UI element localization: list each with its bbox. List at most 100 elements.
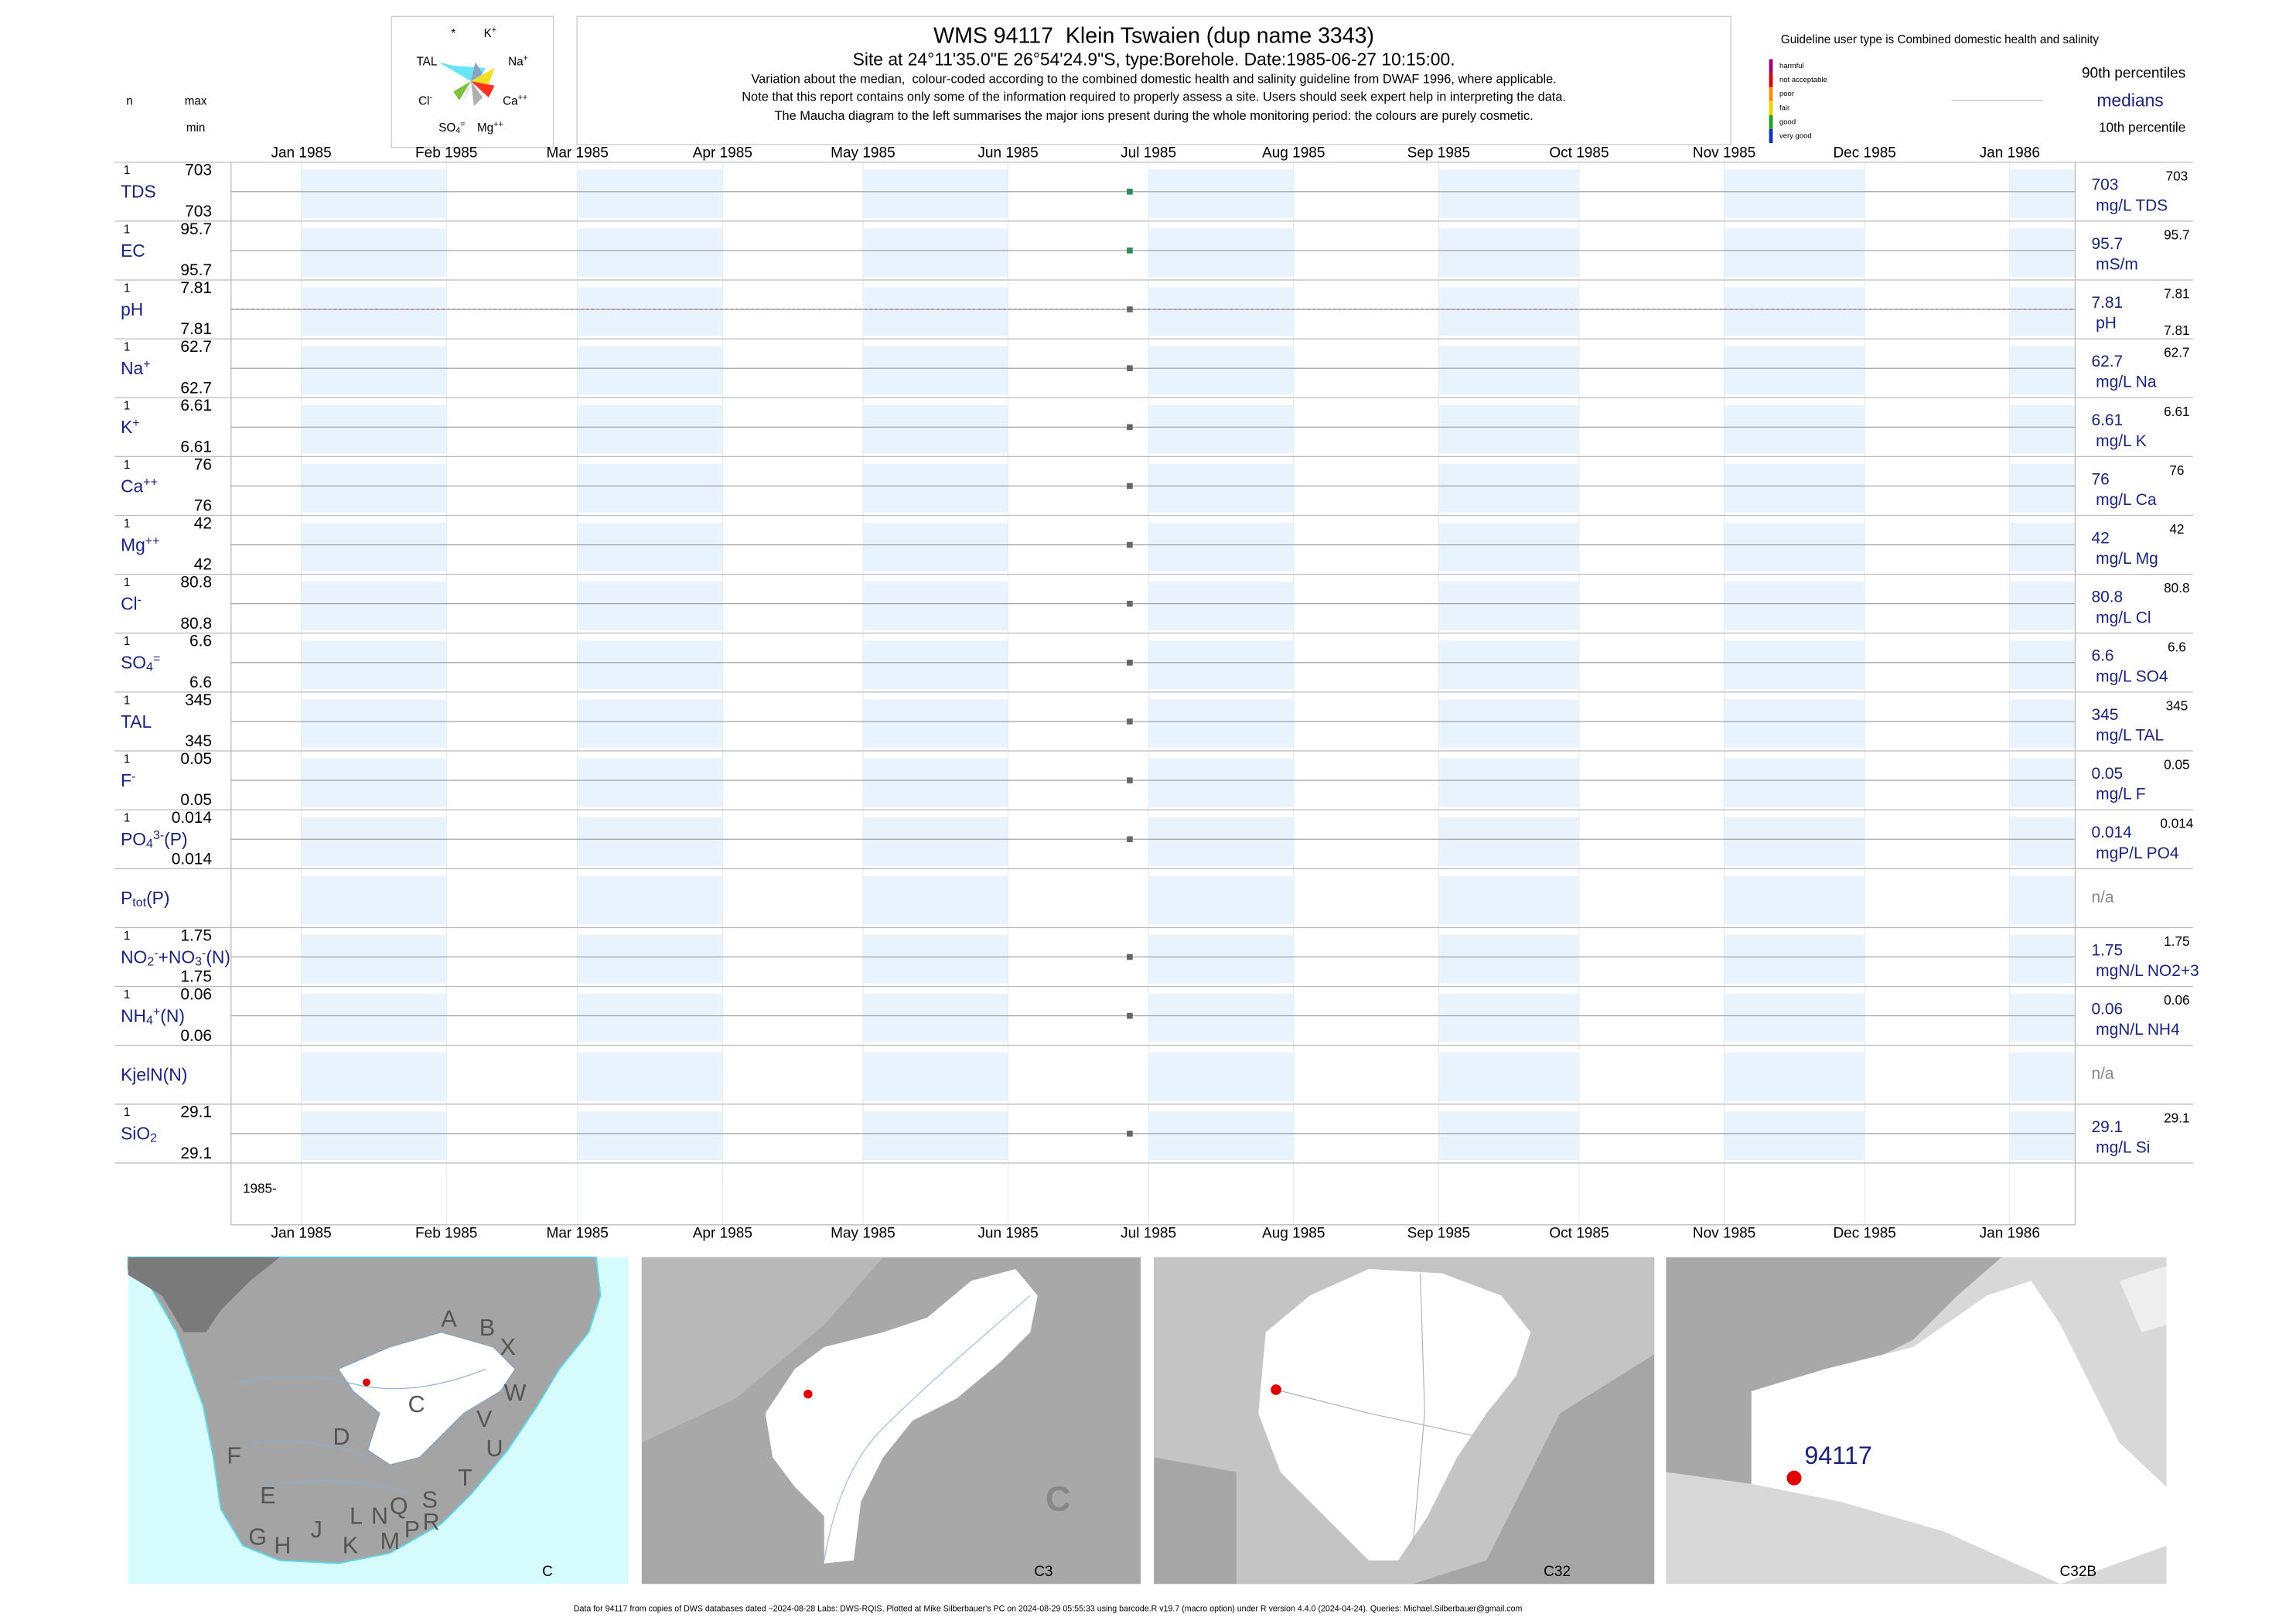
label-part: Ca [503, 95, 518, 108]
max: 345 [185, 691, 212, 709]
map-c32 [1154, 1257, 1655, 1585]
label-part: (P) [146, 888, 169, 908]
point [1127, 424, 1133, 431]
legend-class: fair [1779, 104, 1789, 112]
month-band [862, 817, 1008, 866]
month-band [862, 934, 1008, 984]
max: 6.61 [180, 397, 212, 415]
month-band [301, 699, 447, 749]
point [1127, 660, 1133, 666]
x-tick-label: May 1985 [831, 145, 896, 161]
p90-label: 95.7 [2164, 227, 2189, 242]
label-part: + [143, 358, 150, 371]
unit-label: mgP/L PO4 [2096, 844, 2179, 862]
unit-label: mg/L Na [2096, 374, 2157, 391]
month-band [577, 287, 723, 336]
x-tick-label: Oct 1985 [1549, 145, 1609, 161]
region-letter: J [311, 1517, 322, 1543]
month-band [1438, 463, 1579, 513]
note: Note that this report contains only some… [742, 90, 1566, 104]
max-head: max [185, 95, 207, 108]
region-letter: L [350, 1503, 363, 1530]
median-label: 95.7 [2091, 235, 2123, 253]
month-band [301, 346, 447, 395]
count: 1 [124, 517, 130, 531]
region-letter: B [479, 1315, 495, 1341]
label-part: PO [121, 829, 146, 849]
month-band [1724, 875, 1865, 925]
point [1127, 777, 1133, 783]
month-band [577, 875, 723, 925]
p90-label: 6.61 [2164, 404, 2189, 419]
median-label: 0.05 [2091, 765, 2123, 783]
x-tick-label: Jan 1985 [271, 1225, 331, 1241]
x-tick-label: Apr 1985 [693, 1225, 752, 1241]
month-band [1148, 228, 1294, 278]
label-part: KjelN(N) [121, 1065, 187, 1085]
month-band [301, 404, 447, 454]
point [1127, 1012, 1133, 1019]
label-part: K [121, 417, 132, 437]
month-band [1148, 346, 1294, 395]
month-band [1438, 346, 1579, 395]
label-part: K [484, 27, 492, 40]
unit-label: mg/L K [2096, 432, 2147, 450]
month-band [301, 582, 447, 630]
min: 42 [194, 556, 212, 574]
min-head: min [186, 121, 206, 135]
month-band [1438, 404, 1579, 454]
month-band [2009, 287, 2076, 336]
month-band [577, 699, 723, 749]
unit-label: mg/L TAL [2096, 727, 2164, 745]
max: 95.7 [180, 220, 212, 238]
legend-class: poor [1779, 90, 1794, 98]
month-band [1724, 169, 1865, 219]
point [1127, 954, 1133, 960]
label-part: 4 [146, 1015, 153, 1028]
region-letter: A [441, 1306, 457, 1332]
p90-label: 42 [2169, 522, 2184, 537]
label-part: ++ [518, 94, 527, 103]
legend-median: medians [2096, 90, 2163, 111]
label-part: + [492, 26, 496, 36]
label-part: 4 [146, 838, 153, 851]
month-band [577, 758, 723, 807]
month-band [1438, 758, 1579, 807]
label: Cl- [418, 94, 432, 108]
month-band [2009, 758, 2076, 807]
min: 0.06 [180, 1027, 212, 1045]
label: pH [121, 299, 143, 319]
x-tick-label: Feb 1985 [415, 1225, 477, 1241]
maucha-diagram [438, 62, 495, 107]
month-band [862, 582, 1008, 630]
region-letter: U [486, 1435, 503, 1462]
month-band [1724, 1111, 1865, 1161]
month-band [577, 1111, 723, 1161]
region-letter: V [476, 1406, 493, 1432]
label-part: Ca [121, 476, 143, 496]
month-band [862, 699, 1008, 749]
label-part: + [153, 1005, 160, 1018]
median-label: 0.06 [2091, 1001, 2123, 1018]
median-label: 345 [2091, 706, 2118, 724]
legend-p10: 10th percentile [2099, 120, 2185, 135]
month-band [301, 1111, 447, 1161]
min: 6.6 [189, 674, 212, 691]
label-part: EC [121, 241, 145, 261]
point [1127, 600, 1133, 607]
min: 76 [194, 497, 212, 515]
month-band [862, 875, 1008, 925]
note: The Maucha diagram to the left summarise… [775, 109, 1534, 123]
month-band [1724, 699, 1865, 749]
legend-swatch [1769, 73, 1773, 87]
month-band [1438, 817, 1579, 866]
month-band [577, 817, 723, 866]
region-letter: G [248, 1523, 267, 1550]
month-band [2009, 582, 2076, 630]
p90-label: 29.1 [2164, 1111, 2189, 1125]
p90-label: 703 [2166, 169, 2189, 183]
x-tick-label: Jan 1985 [271, 145, 331, 161]
p90-label: 62.7 [2164, 346, 2189, 360]
max: 703 [185, 162, 212, 179]
min: 0.014 [172, 850, 213, 868]
